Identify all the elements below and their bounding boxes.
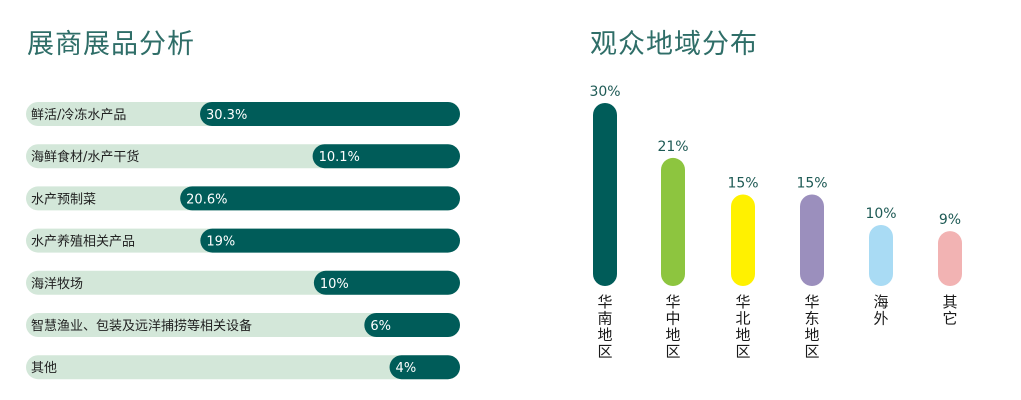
value-bar bbox=[200, 102, 460, 126]
region-name-char: 地 bbox=[597, 326, 612, 344]
category-label: 水产养殖相关产品 bbox=[31, 234, 135, 250]
region-value-label: 21% bbox=[657, 139, 688, 155]
region-value-label: 9% bbox=[939, 212, 961, 228]
region-name-char: 中 bbox=[665, 310, 680, 328]
value-label: 6% bbox=[370, 319, 391, 334]
value-label: 20.6% bbox=[186, 192, 227, 207]
value-bar bbox=[364, 313, 460, 337]
region-bar bbox=[869, 225, 893, 286]
region-bar bbox=[661, 157, 685, 286]
value-label: 30.3% bbox=[206, 108, 247, 123]
region-name-char: 区 bbox=[665, 343, 680, 361]
region-bar bbox=[938, 231, 962, 286]
category-label: 鲜活/冷冻水产品 bbox=[31, 107, 126, 123]
region-name-char: 华 bbox=[735, 293, 750, 311]
region-name-char: 南 bbox=[597, 310, 612, 328]
value-bar bbox=[312, 144, 460, 169]
region-name-char: 地 bbox=[665, 326, 680, 344]
category-label: 水产预制菜 bbox=[31, 192, 96, 207]
value-label: 4% bbox=[396, 361, 417, 376]
track-bar bbox=[26, 355, 460, 380]
exhibit-analysis-title: 展商展品分析 bbox=[27, 29, 195, 60]
region-name-char: 区 bbox=[597, 343, 612, 361]
region-name-char: 华 bbox=[665, 293, 680, 311]
region-name-char: 地 bbox=[804, 326, 819, 344]
value-bar bbox=[389, 355, 460, 380]
category-label: 其他 bbox=[31, 361, 57, 376]
value-bar bbox=[200, 228, 460, 253]
region-name-char: 东 bbox=[804, 310, 819, 328]
value-bar bbox=[313, 270, 460, 295]
region-value-label: 10% bbox=[865, 206, 896, 222]
region-name-char: 它 bbox=[942, 310, 957, 328]
region-bar bbox=[800, 194, 824, 286]
region-name-char: 区 bbox=[735, 343, 750, 361]
category-label: 海鲜食材/水产干货 bbox=[31, 149, 139, 165]
audience-region-title: 观众地域分布 bbox=[590, 29, 758, 60]
region-value-label: 15% bbox=[796, 176, 827, 192]
value-label: 19% bbox=[206, 235, 235, 250]
region-value-label: 30% bbox=[589, 84, 620, 100]
region-name-char: 其 bbox=[942, 293, 957, 311]
value-bar bbox=[180, 186, 461, 211]
category-label: 智慧渔业、包装及远洋捕捞等相关设备 bbox=[31, 318, 252, 334]
region-name-char: 华 bbox=[597, 293, 612, 311]
region-bar bbox=[731, 194, 755, 286]
region-name-char: 华 bbox=[804, 293, 819, 311]
region-name-char: 北 bbox=[735, 310, 750, 328]
region-name-char: 海 bbox=[873, 293, 888, 311]
value-label: 10% bbox=[320, 277, 349, 292]
track-bar bbox=[26, 313, 460, 337]
value-label: 10.1% bbox=[319, 150, 360, 165]
region-name-char: 外 bbox=[873, 310, 888, 328]
region-value-label: 15% bbox=[727, 176, 758, 192]
region-name-char: 地 bbox=[735, 326, 750, 344]
region-name-char: 区 bbox=[804, 343, 819, 361]
category-label: 海洋牧场 bbox=[31, 277, 83, 292]
region-bar bbox=[593, 103, 617, 286]
